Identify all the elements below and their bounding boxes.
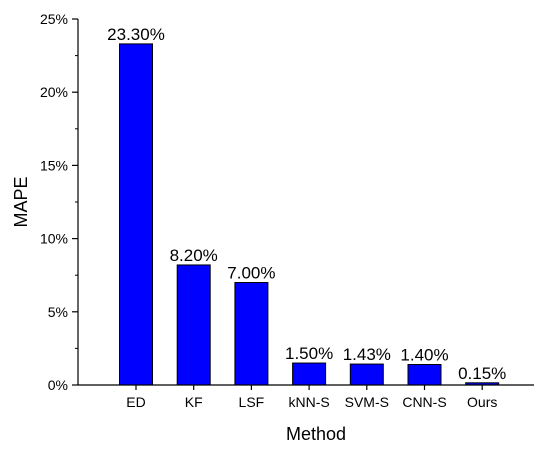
y-tick-label: 15%	[40, 157, 68, 173]
x-tick-label: ED	[126, 394, 145, 410]
x-tick-label: LSF	[239, 394, 265, 410]
bar-knn-s	[292, 362, 327, 386]
bar-svm-s	[349, 363, 384, 386]
y-tick-label: 0%	[48, 377, 68, 393]
x-axis-title: Method	[286, 424, 346, 444]
data-label: 8.20%	[170, 246, 218, 265]
x-tick-label: SVM-S	[345, 394, 389, 410]
data-labels: 23.30% 8.20% 7.00% 1.50% 1.43% 1.40% 0.15%	[107, 25, 506, 383]
bars	[119, 43, 500, 386]
x-tick-label: CNN-S	[402, 394, 446, 410]
bar-lsf	[234, 282, 269, 386]
x-tick-label: KF	[185, 394, 203, 410]
data-label: 7.00%	[227, 264, 275, 283]
data-label: 1.40%	[400, 346, 448, 365]
data-label: 23.30%	[107, 25, 165, 44]
y-axis-ticks: 0% 5% 10% 15% 20% 25%	[40, 11, 78, 393]
y-axis-title: MAPE	[11, 176, 31, 227]
bar-kf	[176, 264, 211, 386]
bar-cnn-s	[407, 364, 442, 386]
y-tick-label: 20%	[40, 84, 68, 100]
y-tick-label: 25%	[40, 11, 68, 27]
data-label: 0.15%	[458, 364, 506, 383]
x-axis-ticks: ED KF LSF kNN-S SVM-S CNN-S Ours	[126, 385, 497, 410]
y-tick-label: 5%	[48, 304, 68, 320]
y-tick-label: 10%	[40, 231, 68, 247]
bar-ed	[119, 43, 153, 386]
data-label: 1.43%	[343, 345, 391, 364]
x-tick-label: Ours	[467, 394, 497, 410]
data-label: 1.50%	[285, 344, 333, 363]
x-tick-label: kNN-S	[288, 394, 329, 410]
